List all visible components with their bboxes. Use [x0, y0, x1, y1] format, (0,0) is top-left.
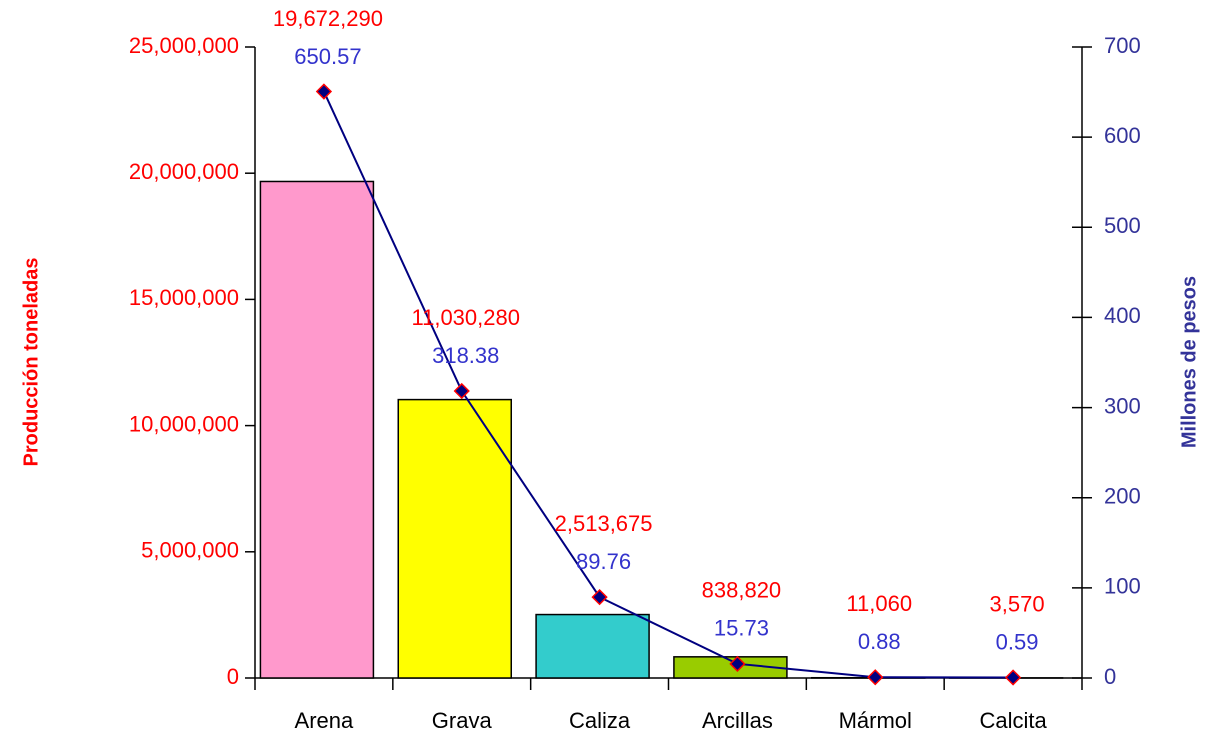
- y2-tick-label: 0: [1104, 664, 1116, 689]
- y-axis-label: Producción toneladas: [20, 258, 42, 467]
- y2-tick-label: 100: [1104, 574, 1141, 599]
- line: [323, 91, 1014, 679]
- y2-tick-label: 600: [1104, 123, 1141, 148]
- x-tick-label: Grava: [432, 708, 493, 733]
- y2-axis-label: Millones de pesos: [1178, 276, 1200, 448]
- x-tick-label: Arena: [295, 708, 354, 733]
- bar-value-label: 11,030,280: [412, 305, 520, 330]
- bar-value-label: 2,513,675: [555, 511, 653, 536]
- bar: [673, 656, 788, 679]
- y2-tick-label: 500: [1104, 213, 1141, 238]
- marker: [729, 655, 746, 672]
- y-tick-label: 10,000,000: [129, 411, 239, 436]
- bar-value-label: 3,570: [990, 591, 1045, 616]
- bar-value-label: 838,820: [702, 578, 782, 603]
- line-value-label: 0.59: [996, 629, 1039, 654]
- y2-tick-label: 400: [1104, 303, 1141, 328]
- y-tick-label: 25,000,000: [129, 33, 239, 58]
- marker: [1004, 669, 1022, 686]
- y-tick-label: 15,000,000: [129, 285, 239, 310]
- marker: [315, 83, 333, 100]
- y2-tick-label: 200: [1104, 484, 1141, 509]
- line-value-label: 15.73: [714, 616, 769, 641]
- x-tick-label: Arcillas: [702, 708, 773, 733]
- x-tick-label: Calcita: [979, 708, 1047, 733]
- bar-value-label: 11,060: [846, 591, 912, 616]
- y2-tick-label: 700: [1104, 33, 1141, 58]
- y-tick-label: 0: [227, 664, 239, 689]
- bar: [259, 180, 375, 679]
- marker: [867, 669, 884, 686]
- marker: [591, 588, 608, 606]
- line-value-label: 89.76: [576, 549, 631, 574]
- x-tick-label: Caliza: [569, 708, 631, 733]
- bar: [535, 613, 650, 679]
- line-value-label: 0.88: [858, 629, 901, 654]
- marker: [453, 382, 470, 400]
- bar: [397, 398, 512, 679]
- y-tick-label: 20,000,000: [129, 159, 239, 184]
- x-tick-label: Mármol: [839, 708, 912, 733]
- y2-tick-label: 300: [1104, 393, 1141, 418]
- line-value-label: 650.57: [294, 44, 361, 69]
- bar-value-label: 19,672,290: [273, 6, 383, 31]
- y-tick-label: 5,000,000: [141, 538, 239, 563]
- line-value-label: 318.38: [432, 343, 499, 368]
